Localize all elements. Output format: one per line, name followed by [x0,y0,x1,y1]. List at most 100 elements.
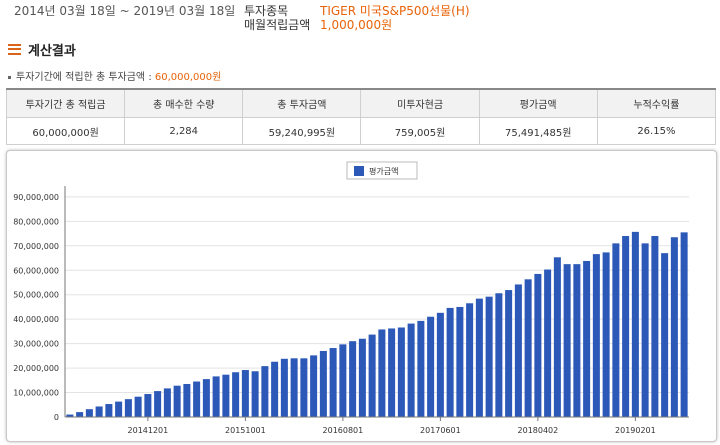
table-header-cell: 평가금액 [478,88,598,118]
bar [641,243,649,417]
table-header-cell: 누적수익률 [596,88,717,118]
monthly-amount-value: 1,000,000원 [320,18,393,32]
bar [534,273,542,417]
y-tick-label: 60,000,000 [13,266,59,275]
bar [368,334,376,417]
bar [124,399,132,417]
x-tick-label: 20170601 [420,426,461,435]
bar [436,312,444,417]
bar [622,236,630,417]
total-investment-note: 투자기간에 적립한 총 투자금액 : 60,000,000원 [8,68,221,83]
section-title: 계산결과 [28,43,76,59]
bar [271,361,279,417]
bar [329,348,337,417]
bar [261,366,269,417]
bar [563,264,571,417]
table-header-row: 투자기간 총 적립금 총 매수한 수량 총 투자금액 미투자현금 평가금액 누적… [5,88,717,118]
bar [212,376,220,417]
x-axis-ticks: 20141201 20151001 20160801 20170601 20180402… [128,417,656,435]
x-tick-label: 20160801 [323,426,364,435]
bar [280,358,288,417]
bar [553,257,561,417]
item-value: TIGER 미국S&P500선물(H) [320,4,470,18]
legend-label: 평가금액 [369,166,398,176]
bar [222,374,230,417]
chart-legend: 평가금액 [346,161,418,180]
table-header-cell: 미투자현금 [360,88,480,118]
table-cell: 59,240,995원 [242,117,362,145]
bar [85,409,93,417]
table-cell: 2,284 [124,117,244,145]
item-label: 투자종목 [244,4,289,18]
bar [680,232,688,417]
bar [456,306,464,417]
bar [514,284,522,417]
table-header-cell: 총 투자금액 [242,88,362,118]
bar [661,253,669,417]
bar [358,338,366,417]
bar [76,412,84,417]
bar [319,350,327,417]
y-tick-label: 30,000,000 [13,340,59,349]
table-header-cell: 투자기간 총 적립금 [5,88,126,118]
bar [115,401,123,417]
bar [612,243,620,417]
result-table: 투자기간 총 적립금 총 매수한 수량 총 투자금액 미투자현금 평가금액 누적… [5,88,717,145]
bar [446,307,454,417]
table-cell: 26.15% [596,117,717,145]
chart-bars [66,231,688,417]
bar [417,320,425,417]
bar [66,414,74,417]
bar [202,379,210,417]
monthly-amount-label: 매월적립금액 [244,18,311,32]
y-tick-label: 90,000,000 [13,193,59,202]
bar [505,290,513,417]
bar [397,327,405,417]
bar [154,391,162,417]
bar [631,231,639,417]
valuation-chart-panel: 0 10,000,000 20,000,000 30,000,000 40,000,00… [6,150,717,442]
investment-period: 2014년 03월 18일 ~ 2019년 03월 18일 [14,4,236,18]
section-heading: 계산결과 [8,40,76,59]
bar [524,279,532,417]
table-row: 60,000,000원 2,284 59,240,995원 759,005원 7… [5,117,717,145]
bar [544,269,552,417]
bar [232,372,240,417]
bar [427,316,435,417]
note-prefix: 투자기간에 적립한 총 투자금액 : [16,72,155,83]
bar [290,358,298,417]
list-icon [8,43,21,55]
y-tick-label: 50,000,000 [13,291,59,300]
y-tick-label: 40,000,000 [13,315,59,324]
chart-axes [64,186,689,418]
bar [602,252,610,417]
summary-header: 2014년 03월 18일 ~ 2019년 03월 18일 투자종목 매월적립금… [0,0,720,32]
note-value: 60,000,000원 [154,72,222,83]
table-cell: 75,491,485원 [478,117,598,145]
bar [193,381,201,417]
bar [251,371,259,417]
y-tick-label: 80,000,000 [13,217,59,226]
bar [134,396,142,417]
y-tick-label: 0 [54,413,59,422]
bar [495,293,503,417]
bar [241,370,249,417]
table-header-cell: 총 매수한 수량 [124,88,244,118]
y-tick-label: 10,000,000 [13,389,59,398]
bar [592,254,600,417]
valuation-bar-chart: 0 10,000,000 20,000,000 30,000,000 40,000,00… [13,161,689,435]
bar [475,298,483,417]
y-axis-ticks: 0 10,000,000 20,000,000 30,000,000 40,000,00… [13,193,59,422]
bullet-icon [8,75,11,79]
bar [388,328,396,417]
bar [163,388,171,417]
table-cell: 60,000,000원 [5,117,126,145]
table-cell: 759,005원 [360,117,480,145]
bar [485,296,493,417]
bar [466,303,474,417]
bar [339,344,347,417]
y-tick-label: 20,000,000 [13,364,59,373]
bar [651,236,659,417]
x-tick-label: 20180402 [518,426,559,435]
x-tick-label: 20190201 [615,426,656,435]
